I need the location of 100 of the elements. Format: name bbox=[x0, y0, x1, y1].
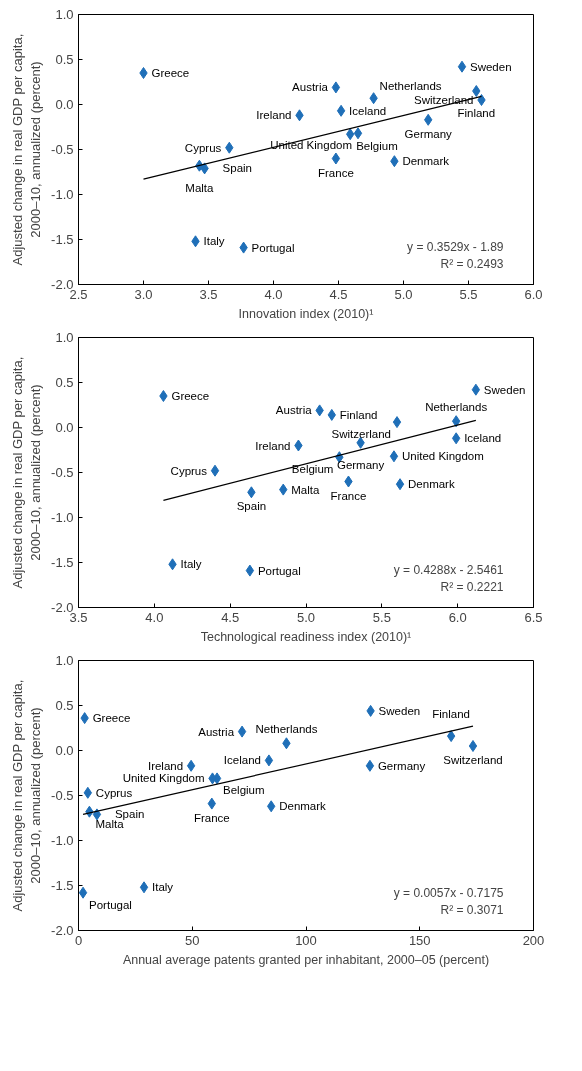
x-tick-label: 100 bbox=[295, 932, 317, 948]
y-tick-label: -1.5 bbox=[51, 232, 74, 247]
annotation: Spain bbox=[222, 162, 253, 175]
annotation: R² = 0.3071 bbox=[440, 902, 504, 917]
point bbox=[457, 60, 467, 73]
annotation: Austria bbox=[292, 81, 329, 94]
annotation: Germany bbox=[377, 759, 426, 772]
y-axis-title: Adjusted change in real GDP per capita, 2000–10, annualized (percent) bbox=[10, 356, 44, 589]
annotation: Greece bbox=[151, 67, 190, 79]
y-tick-label: 0.5 bbox=[55, 52, 74, 67]
point bbox=[186, 759, 196, 772]
annotation: Ireland bbox=[255, 439, 291, 452]
annotation: Sweden bbox=[470, 60, 512, 73]
annotation: R² = 0.2221 bbox=[440, 579, 504, 594]
annotation: Iceland bbox=[349, 104, 387, 117]
x-tick-label: 3.0 bbox=[134, 286, 153, 302]
y-tick-label: -1.5 bbox=[51, 555, 74, 570]
point bbox=[471, 383, 481, 396]
annotation: R² = 0.2493 bbox=[440, 256, 504, 271]
point bbox=[331, 152, 341, 165]
annotation: Greece bbox=[92, 712, 131, 725]
x-tick-label: 5.0 bbox=[394, 286, 413, 302]
y-tick-label: 1.0 bbox=[55, 7, 74, 22]
point bbox=[395, 478, 405, 491]
annotation: Greece bbox=[171, 390, 210, 402]
annotation: Belgium bbox=[356, 140, 398, 153]
y-axis-title: Adjusted change in real GDP per capita, 2000–10, annualized (percent) bbox=[10, 679, 44, 912]
point bbox=[472, 85, 481, 97]
y-tick-label: 1.0 bbox=[55, 330, 74, 345]
x-tick-label: 4.0 bbox=[145, 609, 164, 625]
x-tick-label: 6.0 bbox=[448, 609, 467, 625]
annotation: Italy bbox=[152, 881, 174, 894]
y-tick-label: 1.0 bbox=[55, 653, 74, 668]
annotation: Portugal bbox=[257, 564, 301, 577]
annotation: y = 0.4288x - 2.5461 bbox=[393, 562, 504, 577]
y-tick-label: -1.0 bbox=[51, 510, 74, 525]
annotation: Italy bbox=[203, 235, 225, 248]
x-tick-label: 4.0 bbox=[264, 286, 283, 302]
x-tick-label: 50 bbox=[185, 932, 200, 948]
point bbox=[245, 564, 255, 577]
x-axis-title: Technological readiness index (2010)¹ bbox=[200, 629, 412, 644]
annotation: United Kingdom bbox=[401, 450, 484, 463]
x-tick-label: 4.5 bbox=[329, 286, 348, 302]
x-tick-label: 200 bbox=[522, 932, 545, 948]
point bbox=[446, 730, 456, 743]
x-tick-label: 5.0 bbox=[296, 609, 316, 625]
x-tick-label: 4.5 bbox=[221, 609, 240, 625]
annotation: Netherlands bbox=[255, 723, 318, 736]
point bbox=[365, 759, 375, 772]
point bbox=[237, 725, 247, 738]
y-tick-label: 0.5 bbox=[55, 698, 74, 713]
x-tick-label: 5.5 bbox=[459, 286, 478, 302]
y-tick-label: -2.0 bbox=[51, 923, 74, 938]
annotation: Spain bbox=[236, 500, 267, 513]
annotation: Cyprus bbox=[170, 464, 208, 477]
annotation: Portugal bbox=[89, 898, 132, 911]
annotation: Switzerland bbox=[331, 428, 392, 441]
point bbox=[264, 754, 274, 767]
x-tick-label: 6.5 bbox=[524, 609, 543, 625]
annotation: Denmark bbox=[279, 800, 327, 813]
point bbox=[477, 94, 486, 106]
annotation: Germany bbox=[336, 458, 385, 471]
annotation: France bbox=[193, 811, 230, 824]
annotation: Malta bbox=[185, 181, 215, 194]
annotation: Iceland bbox=[464, 432, 502, 445]
annotation: y = 0.3529x - 1.89 bbox=[407, 239, 504, 254]
y-axis-title: Adjusted change in real GDP per capita, 2000–10, annualized (percent) bbox=[10, 33, 44, 266]
point bbox=[451, 432, 461, 445]
x-axis-title: Innovation index (2010)¹ bbox=[238, 306, 374, 321]
annotation: Iceland bbox=[223, 754, 261, 767]
annotation: France bbox=[318, 166, 354, 179]
point bbox=[336, 104, 346, 117]
point bbox=[78, 886, 88, 899]
y-tick-label: 0.0 bbox=[55, 743, 74, 758]
annotation: Netherlands bbox=[379, 80, 442, 93]
point bbox=[159, 390, 168, 402]
y-tick-label: -0.5 bbox=[51, 465, 74, 480]
annotation: France bbox=[330, 489, 367, 502]
point bbox=[210, 464, 220, 477]
annotation: Portugal bbox=[251, 241, 295, 254]
x-tick-label: 3.5 bbox=[199, 286, 218, 302]
annotation: Cyprus bbox=[95, 786, 133, 799]
x-axis-title: Annual average patents granted per inhabitant, 2000–05 (percent) bbox=[122, 952, 490, 967]
annotation: Malta bbox=[291, 483, 320, 496]
point bbox=[392, 416, 402, 429]
point bbox=[389, 450, 399, 463]
x-tick-label: 0 bbox=[74, 932, 83, 948]
point bbox=[331, 81, 341, 94]
y-tick-label: -1.0 bbox=[51, 187, 74, 202]
y-tick-label: -1.5 bbox=[51, 878, 74, 893]
annotation: Italy bbox=[180, 558, 202, 571]
annotation: United Kingdom bbox=[122, 772, 205, 785]
annotation: y = 0.0057x - 0.7175 bbox=[393, 885, 504, 900]
point bbox=[451, 415, 461, 428]
annotation: Austria bbox=[198, 725, 235, 738]
x-tick-label: 150 bbox=[408, 932, 431, 948]
annotation: Finland bbox=[457, 107, 496, 119]
x-tick-label: 5.5 bbox=[372, 609, 391, 625]
annotation: Belgium bbox=[291, 463, 334, 476]
y-tick-label: -0.5 bbox=[51, 142, 74, 157]
